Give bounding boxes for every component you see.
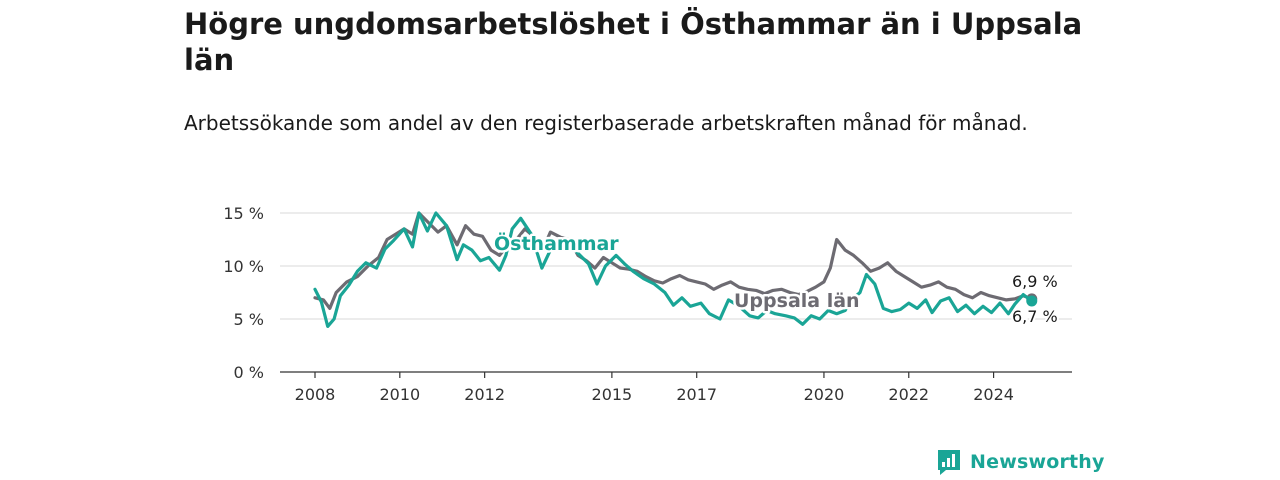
x-axis: 2008 2010 2012 2015 2017 2020 2022 2024 (280, 371, 1072, 404)
x-tick-label: 2024 (973, 385, 1014, 404)
gridlines (280, 212, 1072, 320)
end-value-label-osthammar: 6,7 % (1012, 307, 1058, 326)
x-tick-label: 2022 (888, 385, 929, 404)
brand-logo: Newsworthy (936, 448, 1105, 476)
x-tick-label: 2017 (676, 385, 717, 404)
line-chart: 15 %10 %5 %0 % 2008 2010 2012 2015 2017 2020 2… (223, 204, 1072, 404)
y-axis: 15 % 10 % 5 % 0 % (223, 204, 264, 382)
series-line-osthammar (313, 211, 1034, 328)
chart-subtitle: Arbetssökande som andel av den registerb… (184, 111, 1028, 135)
series-line-uppsala-lan (313, 211, 1034, 310)
series-label-osthammar: Östhammar (494, 231, 619, 255)
x-tick-label: 2010 (379, 385, 420, 404)
y-tick-label: 15 % (223, 204, 264, 223)
series-layer (313, 211, 1038, 328)
end-value-label-uppsala-lan: 6,9 % (1012, 272, 1058, 291)
series-label-uppsala-lan: Uppsala län (734, 290, 860, 312)
brand-name: Newsworthy (970, 451, 1105, 473)
label-layer: Östhammar Uppsala län 6,9 % 6,7 % (492, 229, 1060, 329)
y-tick-label: 5 % (234, 310, 264, 329)
y-tick-label: 10 % (223, 257, 264, 276)
y-tick-label: 0 % (234, 363, 264, 382)
x-tick-label: 2012 (464, 385, 505, 404)
chart-title: Högre ungdomsarbetslöshet i Östhammar än… (184, 7, 1083, 77)
series-end-point (1026, 295, 1038, 307)
x-tick-label: 2008 (295, 385, 336, 404)
x-tick-label: 2020 (804, 385, 845, 404)
x-tick-label: 2015 (592, 385, 633, 404)
newsworthy-logo-icon (938, 450, 960, 475)
